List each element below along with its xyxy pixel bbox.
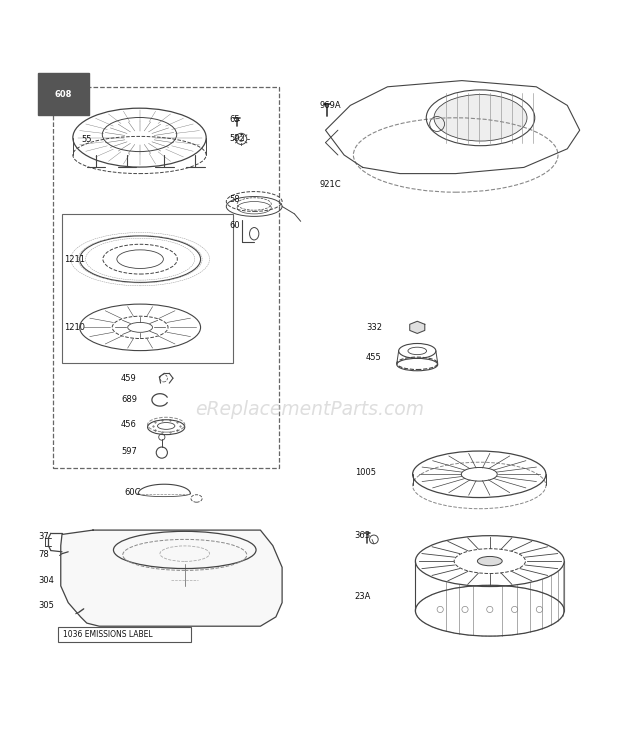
- Text: 969A: 969A: [319, 101, 341, 110]
- Text: 65: 65: [229, 115, 240, 124]
- Text: 1211: 1211: [64, 254, 85, 263]
- Text: 1036 EMISSIONS LABEL: 1036 EMISSIONS LABEL: [63, 629, 153, 639]
- Text: 689: 689: [121, 395, 137, 404]
- Text: 456: 456: [121, 420, 137, 429]
- Text: 78: 78: [38, 551, 49, 559]
- Text: 332: 332: [366, 323, 382, 332]
- Text: 1005: 1005: [355, 468, 376, 477]
- Text: 1210: 1210: [64, 323, 85, 332]
- Text: 60C: 60C: [124, 488, 141, 497]
- Text: 58: 58: [229, 195, 240, 204]
- Ellipse shape: [477, 557, 502, 565]
- Text: 455: 455: [366, 353, 381, 362]
- Text: 37: 37: [38, 532, 49, 541]
- Text: eReplacementParts.com: eReplacementParts.com: [195, 400, 425, 419]
- Text: 597: 597: [121, 447, 137, 457]
- Polygon shape: [61, 530, 282, 626]
- Text: 921C: 921C: [319, 180, 341, 189]
- Text: 60: 60: [229, 221, 240, 230]
- Text: 459: 459: [121, 373, 136, 382]
- Text: 608: 608: [55, 90, 72, 99]
- FancyBboxPatch shape: [58, 626, 191, 641]
- Polygon shape: [410, 321, 425, 333]
- Circle shape: [414, 324, 421, 331]
- Text: 23A: 23A: [355, 592, 371, 601]
- Ellipse shape: [434, 94, 527, 141]
- Text: 305: 305: [38, 600, 55, 609]
- Text: 363: 363: [355, 530, 371, 539]
- Text: 55: 55: [82, 135, 92, 144]
- Text: 592: 592: [229, 135, 245, 144]
- Text: 304: 304: [38, 577, 55, 586]
